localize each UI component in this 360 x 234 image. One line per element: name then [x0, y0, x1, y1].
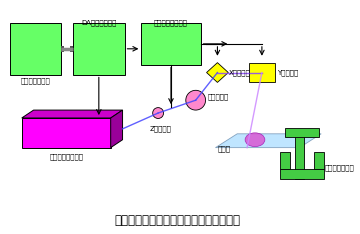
Text: ガラス: ガラス: [217, 146, 230, 152]
Text: DAコンバーター: DAコンバーター: [81, 19, 117, 26]
Bar: [280, 169, 324, 179]
Bar: [280, 152, 289, 169]
Text: コンピューター: コンピューター: [21, 77, 50, 84]
Text: 紫外パルスレーザ: 紫外パルスレーザ: [49, 154, 83, 160]
Bar: [61, 46, 64, 52]
Bar: [285, 128, 319, 137]
Text: Z軸レンズ: Z軸レンズ: [149, 125, 171, 132]
Text: レーザを用いた小型着色装置（概念図）: レーザを用いた小型着色装置（概念図）: [115, 214, 241, 227]
Circle shape: [153, 108, 163, 118]
Text: サーボドライバー: サーボドライバー: [154, 19, 188, 26]
Bar: [22, 118, 111, 148]
Bar: [70, 46, 73, 52]
Polygon shape: [22, 110, 122, 118]
Bar: [73, 23, 125, 74]
Text: 対物レンズ: 対物レンズ: [208, 93, 229, 99]
Polygon shape: [215, 134, 321, 148]
Circle shape: [186, 90, 206, 110]
Text: Y軸ミラー: Y軸ミラー: [277, 69, 298, 76]
Text: X軸ミラー: X軸ミラー: [229, 69, 251, 76]
Bar: [314, 152, 324, 169]
Polygon shape: [249, 63, 275, 82]
Polygon shape: [111, 110, 122, 148]
Bar: [141, 23, 201, 65]
Ellipse shape: [245, 133, 265, 147]
Bar: [294, 135, 305, 179]
Text: ＸＹＺステージ: ＸＹＺステージ: [324, 164, 354, 171]
Polygon shape: [207, 63, 228, 82]
Bar: [10, 23, 61, 74]
